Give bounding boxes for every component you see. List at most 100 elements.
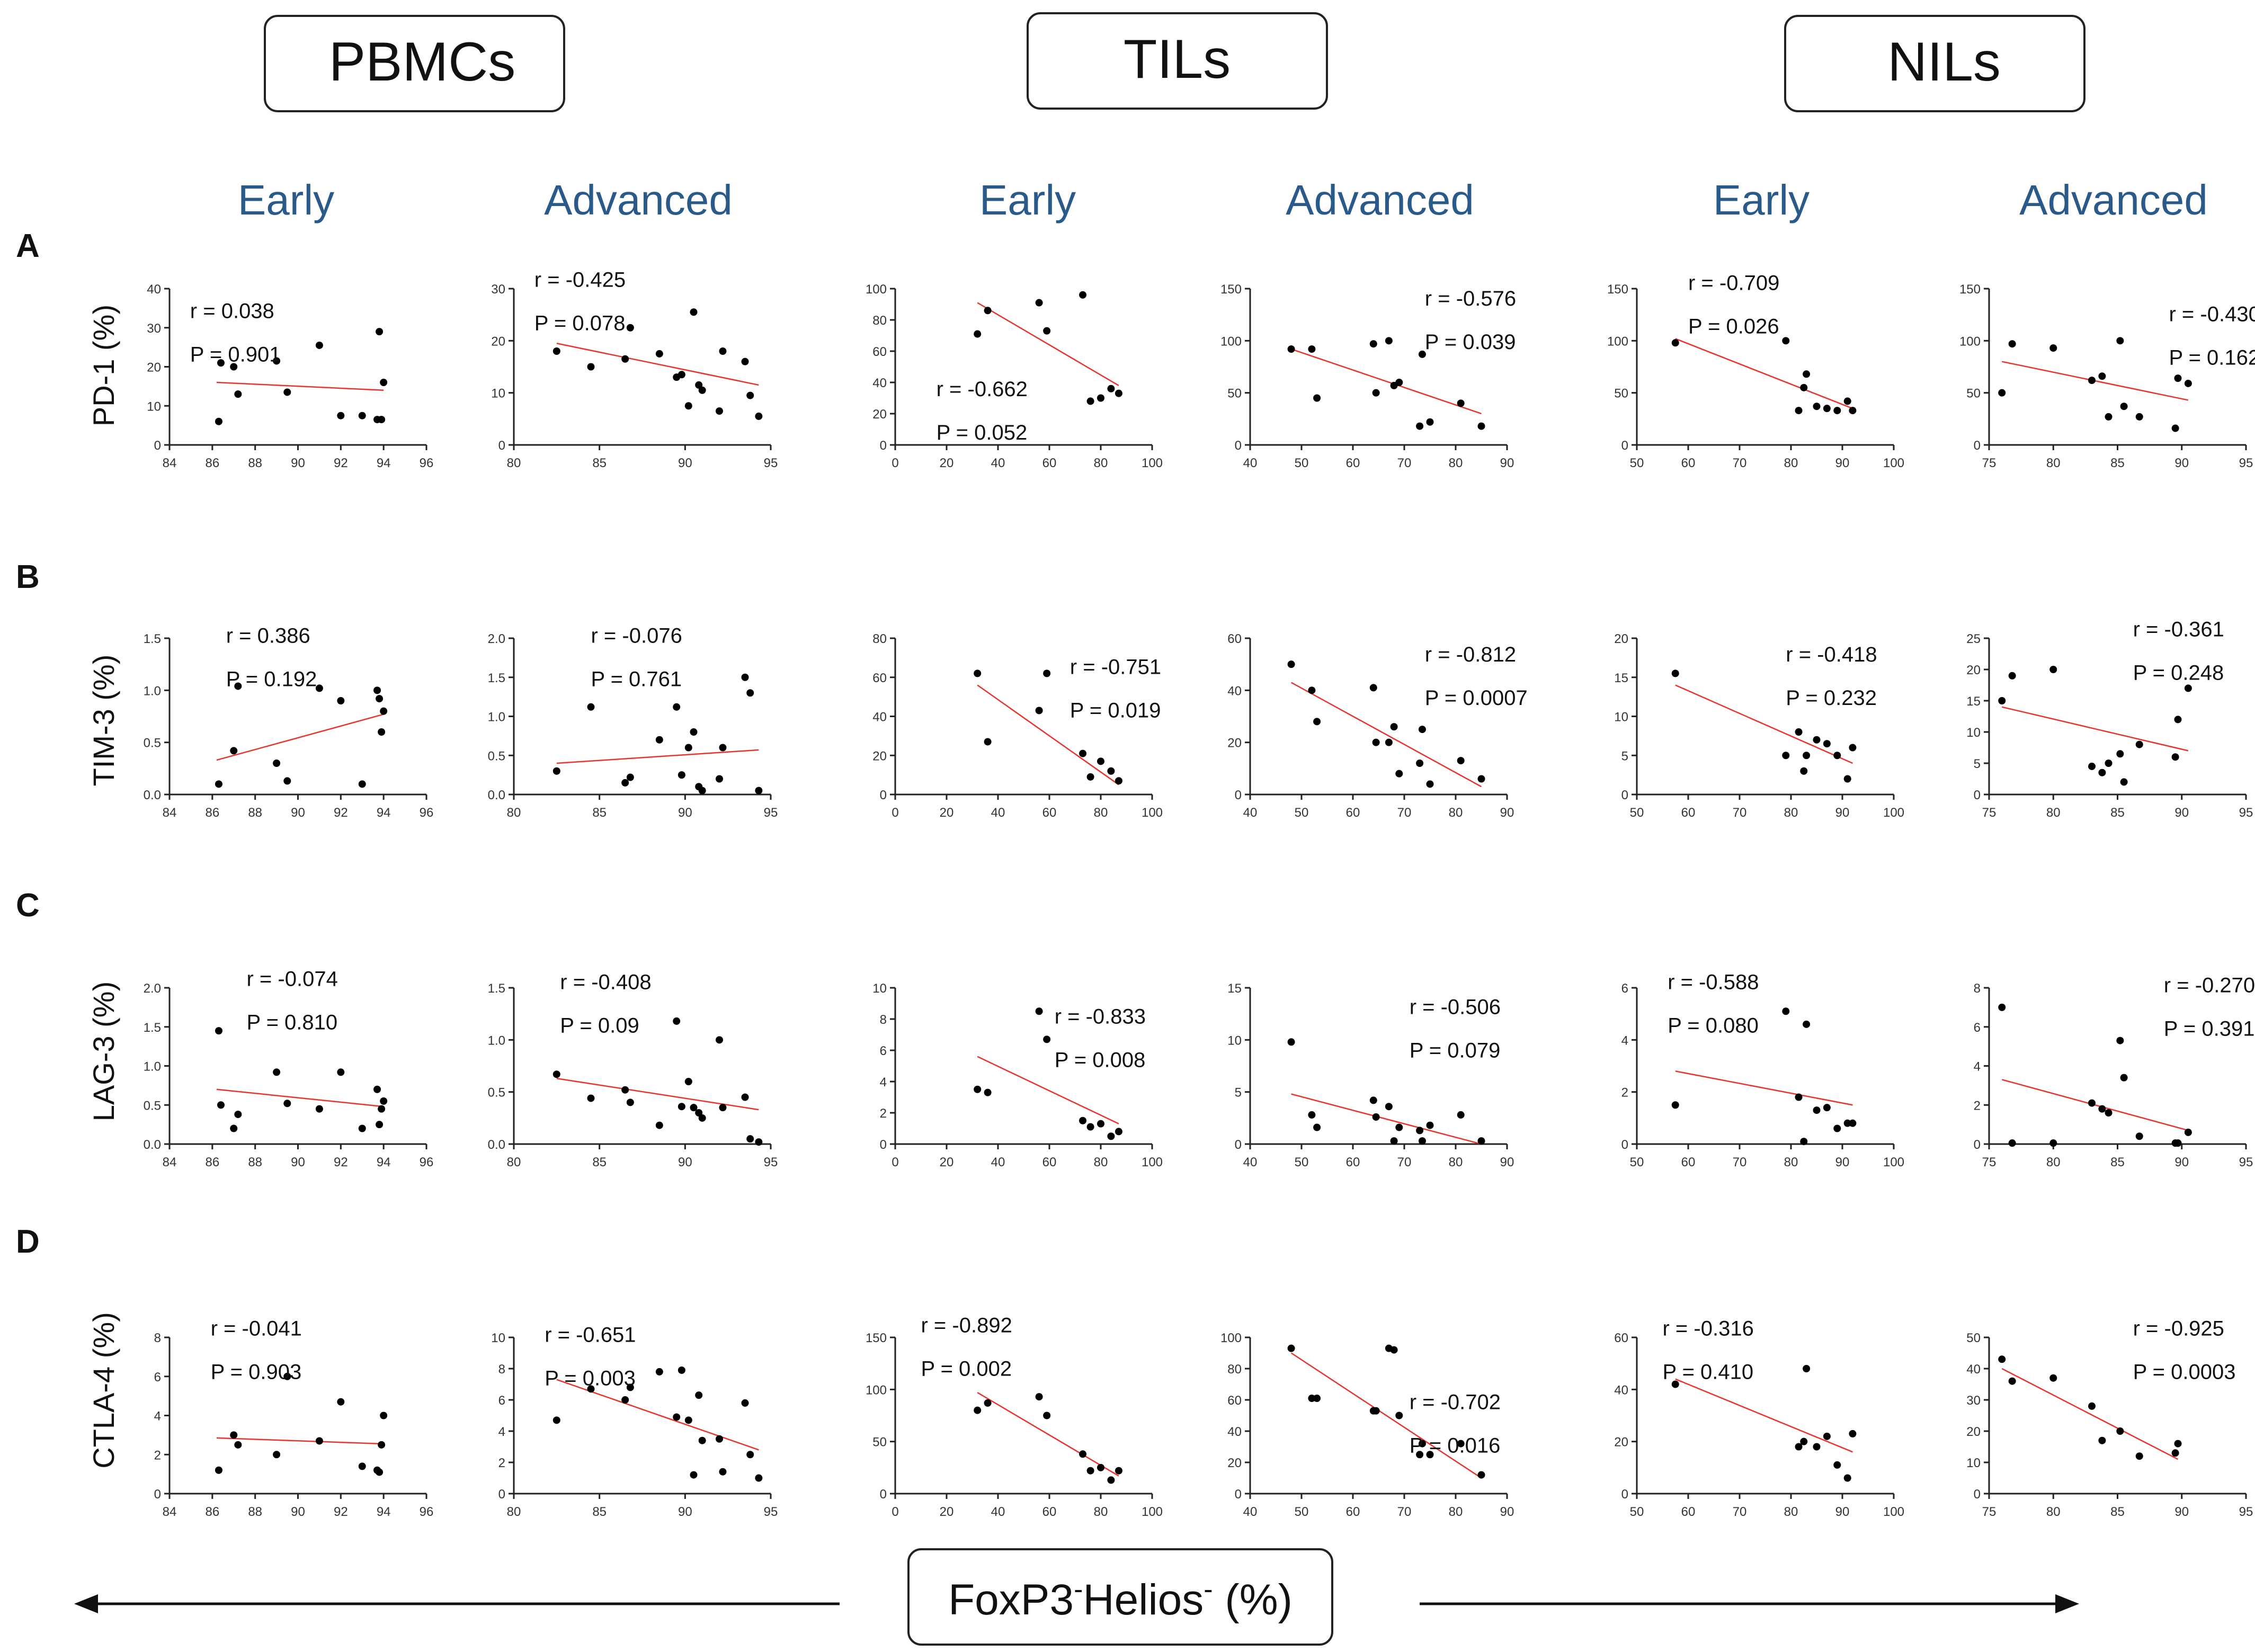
regression-line	[1675, 338, 1853, 409]
data-point	[587, 703, 595, 711]
data-point	[217, 1101, 225, 1109]
data-point	[2008, 1139, 2016, 1147]
data-point	[215, 1027, 222, 1035]
header-box-pbmcs	[264, 15, 565, 112]
x-tick-label: 80	[1094, 456, 1108, 470]
data-point	[1418, 1440, 1426, 1448]
data-point	[315, 684, 323, 692]
x-tick-label: 85	[592, 456, 607, 470]
data-point	[719, 1468, 727, 1476]
data-point	[1795, 728, 1803, 736]
data-point	[2049, 1139, 2057, 1147]
x-tick-label: 94	[377, 456, 391, 470]
x-tick-label: 80	[1784, 456, 1798, 470]
data-point	[1849, 1430, 1857, 1437]
x-tick-label: 84	[163, 1155, 177, 1169]
data-point	[1800, 383, 1808, 391]
y-tick-label: 15	[1227, 981, 1242, 996]
y-tick-label: 8	[880, 1013, 887, 1027]
data-point	[273, 1068, 281, 1076]
data-point	[1086, 1467, 1094, 1475]
data-point	[1035, 1007, 1043, 1015]
y-tick-label: 30	[1966, 1394, 1981, 1408]
stat-r-label: r = -0.588	[1668, 971, 1759, 994]
data-point	[746, 391, 754, 399]
x-tick-label: 40	[991, 1505, 1005, 1519]
data-point	[1308, 1111, 1316, 1119]
data-point	[1313, 1395, 1321, 1403]
data-point	[373, 686, 381, 694]
y-tick-label: 100	[1607, 334, 1628, 349]
data-point	[1079, 1117, 1087, 1124]
x-tick-label: 80	[1784, 806, 1798, 820]
data-point	[1803, 370, 1811, 378]
data-point	[1813, 1106, 1821, 1114]
data-point	[234, 1441, 242, 1449]
x-tick-label: 90	[678, 806, 692, 820]
x-tick-label: 70	[1397, 1505, 1412, 1519]
x-tick-label: 80	[1449, 456, 1463, 470]
stat-r-label: r = -0.751	[1070, 655, 1161, 678]
stat-p-label: P = 0.810	[247, 1011, 338, 1034]
data-point	[719, 347, 727, 355]
y-tick-label: 2.0	[144, 981, 161, 996]
data-point	[2120, 403, 2128, 410]
y-tick-label: 0	[1235, 439, 1242, 453]
y-tick-label: 0.0	[144, 1138, 161, 1152]
axes	[513, 638, 771, 796]
stat-p-label: P = 0.192	[226, 667, 317, 691]
y-tick-label: 2	[1621, 1086, 1628, 1100]
data-point	[2184, 1128, 2192, 1136]
data-point	[2049, 1374, 2057, 1382]
stat-r-label: r = -0.418	[1786, 643, 1877, 666]
data-point	[1418, 350, 1426, 358]
stat-p-label: P = 0.080	[1668, 1014, 1759, 1038]
data-point	[234, 682, 242, 690]
data-point	[690, 1104, 698, 1112]
y-tick-label: 100	[1959, 334, 1981, 349]
panel-c-nil-advanced: 75 80 85 90 95 0 2 4 6 8 r = -0.270 P = 0.391	[1974, 974, 2255, 1169]
stat-r-label: r = -0.702	[1410, 1390, 1501, 1414]
y-tick-label: 50	[1227, 387, 1242, 401]
x-tick-label: 40	[991, 456, 1005, 470]
regression-line	[556, 749, 759, 764]
data-point	[217, 359, 225, 367]
stat-p-label: P = 0.0007	[1425, 686, 1528, 710]
data-point	[234, 1110, 242, 1118]
data-point	[684, 744, 692, 752]
y-tick-label: 1.5	[488, 671, 505, 685]
data-point	[1849, 744, 1857, 752]
y-tick-label: 50	[1966, 387, 1981, 401]
y-tick-label: 0	[1235, 788, 1242, 802]
data-point	[230, 363, 238, 371]
y-tick-label: 1.0	[144, 1060, 161, 1074]
data-point	[741, 673, 749, 681]
data-point	[690, 308, 698, 316]
x-tick-label: 92	[334, 456, 348, 470]
x-tick-label: 90	[678, 456, 692, 470]
regression-line	[556, 1077, 759, 1111]
x-tick-label: 90	[678, 1505, 692, 1519]
y-tick-label: 20	[1227, 736, 1242, 751]
x-tick-label: 90	[2174, 1505, 2189, 1519]
x-tick-label: 50	[1630, 456, 1644, 470]
data-point	[2105, 760, 2113, 767]
x-tick-label: 88	[248, 1155, 262, 1169]
data-point	[1308, 345, 1316, 353]
x-tick-label: 60	[1346, 1155, 1360, 1169]
data-point	[719, 744, 727, 752]
stat-r-label: r = -0.408	[560, 971, 651, 994]
panel-a-pbmc-early: 84 86 88 90 92 94 96 0 10 20 30 40 r = 0.038 P = 0.90…	[147, 282, 433, 470]
data-point	[1287, 1038, 1295, 1046]
data-point	[2098, 769, 2106, 776]
header-box-tils	[1027, 12, 1328, 110]
data-point	[1287, 660, 1295, 668]
x-tick-label: 86	[205, 1155, 219, 1169]
y-tick-label: 5	[1974, 757, 1981, 771]
data-point	[1998, 389, 2006, 397]
data-point	[1426, 780, 1434, 788]
data-point	[984, 1399, 992, 1407]
data-point	[2120, 1074, 2128, 1082]
x-tick-label: 20	[940, 1155, 954, 1169]
data-point	[698, 386, 706, 394]
